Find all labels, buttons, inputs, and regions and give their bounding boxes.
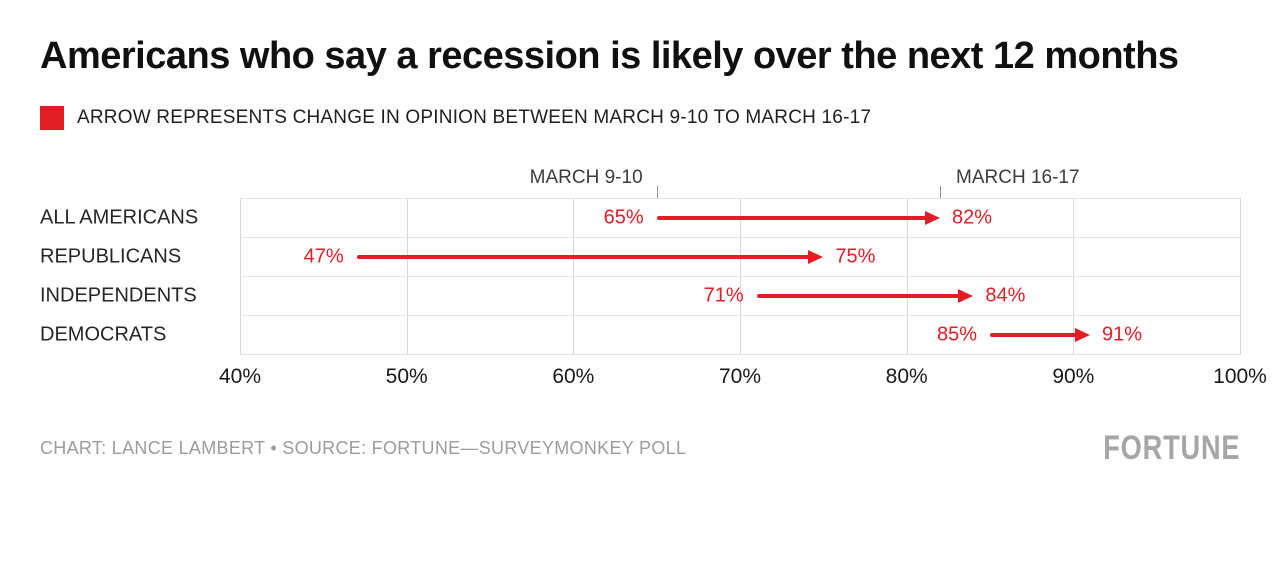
chart-title: Americans who say a recession is likely … [40, 35, 1179, 77]
start-value: 65% [603, 206, 644, 229]
arrow-chart: MARCH 9-10 MARCH 16-17 ALL AMERICANS 65% 82… [40, 160, 1267, 403]
gridline [1240, 198, 1241, 356]
axis-tick-label: 100% [1213, 365, 1267, 389]
credit-line: CHART: LANCE LAMBERT • SOURCE: FORTUNE—S… [40, 438, 687, 459]
column-headers: MARCH 9-10 MARCH 16-17 [240, 160, 1240, 199]
arrow-head-icon [925, 211, 940, 226]
arrow-head-icon [1075, 328, 1090, 343]
end-value: 84% [985, 284, 1026, 307]
footer: CHART: LANCE LAMBERT • SOURCE: FORTUNE—S… [40, 429, 1240, 468]
axis-tick-label: 90% [1052, 365, 1095, 389]
row-label: REPUBLICANS [40, 245, 182, 268]
row-label: ALL AMERICANS [40, 206, 199, 229]
arrow-line [356, 255, 812, 260]
column-header-start: MARCH 9-10 [529, 167, 643, 189]
arrow-head-icon [808, 250, 824, 265]
row-label: DEMOCRATS [40, 323, 167, 346]
header-tick [656, 186, 658, 199]
arrow-line [756, 294, 962, 299]
legend-label: ARROW REPRESENTS CHANGE IN OPINION BETWE… [77, 107, 872, 129]
x-axis: 40% 50% 60% 70% 80% 90% 100% [219, 355, 1267, 403]
start-value: 47% [303, 245, 344, 268]
header-tick [940, 186, 941, 199]
arrow-head-icon [958, 289, 974, 304]
legend-swatch-icon [40, 106, 64, 131]
end-value: 91% [1102, 323, 1143, 346]
category-row: ALL AMERICANS 65% 82% [40, 199, 1240, 239]
fortune-logo: FORTUNE [1102, 429, 1240, 468]
column-header-end: MARCH 16-17 [956, 167, 1080, 189]
axis-tick-label: 80% [885, 365, 928, 389]
end-value: 82% [952, 206, 993, 229]
arrow-line [990, 333, 1078, 338]
category-row: REPUBLICANS 47% 75% [40, 238, 1240, 278]
axis-tick-label: 40% [218, 365, 262, 389]
start-value: 85% [936, 323, 977, 346]
plot-area: ALL AMERICANS 65% 82% REPUBLICANS 47% 75% INDE… [40, 198, 1241, 356]
arrow-line [656, 216, 928, 221]
category-row: INDEPENDENTS 71% 84% [40, 277, 1240, 317]
rows: ALL AMERICANS 65% 82% REPUBLICANS 47% 75% INDE… [40, 198, 1240, 356]
axis-tick-label: 60% [552, 365, 595, 389]
row-label: INDEPENDENTS [40, 284, 197, 307]
axis-tick-label: 70% [718, 365, 762, 389]
start-value: 71% [703, 284, 744, 307]
axis-tick-label: 50% [385, 365, 428, 389]
category-row: DEMOCRATS 85% 91% [40, 316, 1240, 356]
legend: ARROW REPRESENTS CHANGE IN OPINION BETWE… [40, 106, 1240, 131]
end-value: 75% [835, 245, 876, 268]
